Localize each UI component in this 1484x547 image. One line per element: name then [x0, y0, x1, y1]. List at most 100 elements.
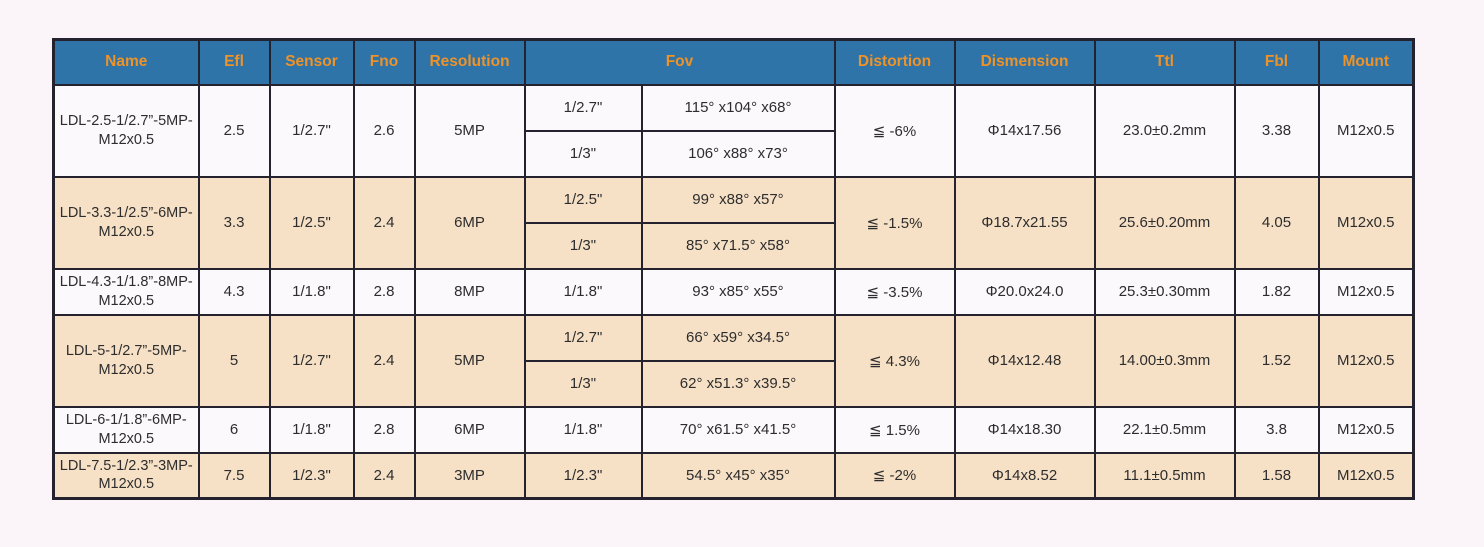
header-name: Name	[52, 38, 200, 86]
cell-resolution: 6MP	[413, 405, 526, 454]
header-dismension: Dismension	[953, 38, 1096, 86]
cell-sensor: 1/2.7"	[268, 83, 355, 178]
header-mount: Mount	[1317, 38, 1415, 86]
cell-fbl: 1.52	[1233, 313, 1320, 408]
cell-ttl: 23.0±0.2mm	[1093, 83, 1236, 178]
cell-name: LDL-3.3-1/2.5”-6MP-M12x0.5	[52, 175, 200, 270]
cell-fov-sensor: 1/1.8"	[523, 267, 643, 316]
cell-fov-sensor: 1/2.7"	[523, 83, 643, 132]
cell-mount: M12x0.5	[1317, 175, 1415, 270]
lens-spec-table: Name Efl Sensor Fno Resolution Fov Distortion D…	[52, 38, 1415, 500]
table-subrow: 1/3" 106° x88° x73°	[54, 129, 1414, 178]
header-fbl: Fbl	[1233, 38, 1320, 86]
cell-sensor: 1/2.5"	[268, 175, 355, 270]
cell-distortion: ≦ 1.5%	[833, 405, 956, 454]
cell-sensor: 1/1.8"	[268, 267, 355, 316]
cell-fbl: 3.38	[1233, 83, 1320, 178]
cell-resolution: 8MP	[413, 267, 526, 316]
cell-dismension: Φ14x8.52	[953, 451, 1096, 500]
cell-name: LDL-6-1/1.8”-6MP-M12x0.5	[52, 405, 200, 454]
cell-fov-angles: 93° x85° x55°	[640, 267, 836, 316]
cell-efl: 5	[197, 313, 271, 408]
cell-fno: 2.8	[352, 267, 416, 316]
header-fno: Fno	[352, 38, 416, 86]
cell-mount: M12x0.5	[1317, 313, 1415, 408]
cell-fov-sensor: 1/3"	[523, 221, 643, 270]
table-row: LDL-4.3-1/1.8”-8MP-M12x0.5 4.3 1/1.8" 2.8 8M…	[52, 267, 1415, 316]
cell-dismension: Φ20.0x24.0	[953, 267, 1096, 316]
cell-fov-sensor: 1/2.5"	[523, 175, 643, 224]
cell-dismension: Φ14x17.56	[953, 83, 1096, 178]
table-row: LDL-6-1/1.8”-6MP-M12x0.5 6 1/1.8" 2.8 6MP 1/1…	[52, 405, 1415, 454]
cell-fov-angles: 70° x61.5° x41.5°	[640, 405, 836, 454]
cell-fov-angles: 62° x51.3° x39.5°	[640, 359, 836, 408]
table-header: Name Efl Sensor Fno Resolution Fov Distortion D…	[52, 38, 1415, 86]
cell-resolution: 6MP	[413, 175, 526, 270]
cell-fbl: 4.05	[1233, 175, 1320, 270]
cell-fov-angles: 85° x71.5° x58°	[640, 221, 836, 270]
cell-name: LDL-2.5-1/2.7”-5MP-M12x0.5	[52, 83, 200, 178]
cell-fno: 2.6	[352, 83, 416, 178]
cell-fno: 2.4	[352, 313, 416, 408]
cell-ttl: 11.1±0.5mm	[1093, 451, 1236, 500]
cell-mount: M12x0.5	[1317, 83, 1415, 178]
cell-dismension: Φ14x18.30	[953, 405, 1096, 454]
cell-mount: M12x0.5	[1317, 451, 1415, 500]
cell-name: LDL-5-1/2.7”-5MP-M12x0.5	[52, 313, 200, 408]
header-fov: Fov	[523, 38, 836, 86]
header-efl: Efl	[197, 38, 271, 86]
cell-efl: 3.3	[197, 175, 271, 270]
cell-fov-sensor: 1/1.8"	[523, 405, 643, 454]
table-subrow: 1/3" 62° x51.3° x39.5°	[54, 359, 1414, 408]
table-row: LDL-5-1/2.7”-5MP-M12x0.5 5 1/2.7" 2.4 5MP 1/2…	[52, 313, 1415, 408]
cell-fov-angles: 66° x59° x34.5°	[640, 313, 836, 362]
cell-ttl: 25.3±0.30mm	[1093, 267, 1236, 316]
cell-fov-angles: 99° x88° x57°	[640, 175, 836, 224]
cell-fov-sensor: 1/3"	[523, 129, 643, 178]
cell-ttl: 22.1±0.5mm	[1093, 405, 1236, 454]
header-sensor: Sensor	[268, 38, 355, 86]
cell-fbl: 1.58	[1233, 451, 1320, 500]
cell-distortion: ≦ -1.5%	[833, 175, 956, 270]
cell-dismension: Φ14x12.48	[953, 313, 1096, 408]
cell-fbl: 3.8	[1233, 405, 1320, 454]
cell-fov-angles: 106° x88° x73°	[640, 129, 836, 178]
cell-ttl: 25.6±0.20mm	[1093, 175, 1236, 270]
cell-fbl: 1.82	[1233, 267, 1320, 316]
cell-sensor: 1/2.3"	[268, 451, 355, 500]
cell-resolution: 5MP	[413, 313, 526, 408]
cell-distortion: ≦ -3.5%	[833, 267, 956, 316]
cell-fov-angles: 54.5° x45° x35°	[640, 451, 836, 500]
header-row: Name Efl Sensor Fno Resolution Fov Distortion D…	[52, 38, 1415, 86]
table-row: LDL-7.5-1/2.3”-3MP-M12x0.5 7.5 1/2.3" 2.4 3M…	[52, 451, 1415, 500]
cell-ttl: 14.00±0.3mm	[1093, 313, 1236, 408]
cell-fov-sensor: 1/3"	[523, 359, 643, 408]
lens-spec-table-container: Name Efl Sensor Fno Resolution Fov Distortion D…	[52, 38, 1415, 500]
cell-resolution: 3MP	[413, 451, 526, 500]
table-subrow: 1/3" 85° x71.5° x58°	[54, 221, 1414, 270]
cell-efl: 4.3	[197, 267, 271, 316]
cell-fov-sensor: 1/2.7"	[523, 313, 643, 362]
cell-mount: M12x0.5	[1317, 405, 1415, 454]
cell-fno: 2.4	[352, 175, 416, 270]
cell-dismension: Φ18.7x21.55	[953, 175, 1096, 270]
cell-name: LDL-4.3-1/1.8”-8MP-M12x0.5	[52, 267, 200, 316]
cell-name: LDL-7.5-1/2.3”-3MP-M12x0.5	[52, 451, 200, 500]
header-resolution: Resolution	[413, 38, 526, 86]
cell-sensor: 1/1.8"	[268, 405, 355, 454]
header-distortion: Distortion	[833, 38, 956, 86]
cell-distortion: ≦ -6%	[833, 83, 956, 178]
table-row: LDL-2.5-1/2.7”-5MP-M12x0.5 2.5 1/2.7" 2.6 5M…	[52, 83, 1415, 178]
cell-efl: 6	[197, 405, 271, 454]
table-body: LDL-2.5-1/2.7”-5MP-M12x0.5 2.5 1/2.7" 2.6 5M…	[52, 83, 1415, 500]
cell-sensor: 1/2.7"	[268, 313, 355, 408]
header-ttl: Ttl	[1093, 38, 1236, 86]
cell-distortion: ≦ 4.3%	[833, 313, 956, 408]
cell-fov-sensor: 1/2.3"	[523, 451, 643, 500]
cell-distortion: ≦ -2%	[833, 451, 956, 500]
cell-mount: M12x0.5	[1317, 267, 1415, 316]
cell-fno: 2.8	[352, 405, 416, 454]
cell-fno: 2.4	[352, 451, 416, 500]
cell-fov-angles: 115° x104° x68°	[640, 83, 836, 132]
cell-efl: 7.5	[197, 451, 271, 500]
